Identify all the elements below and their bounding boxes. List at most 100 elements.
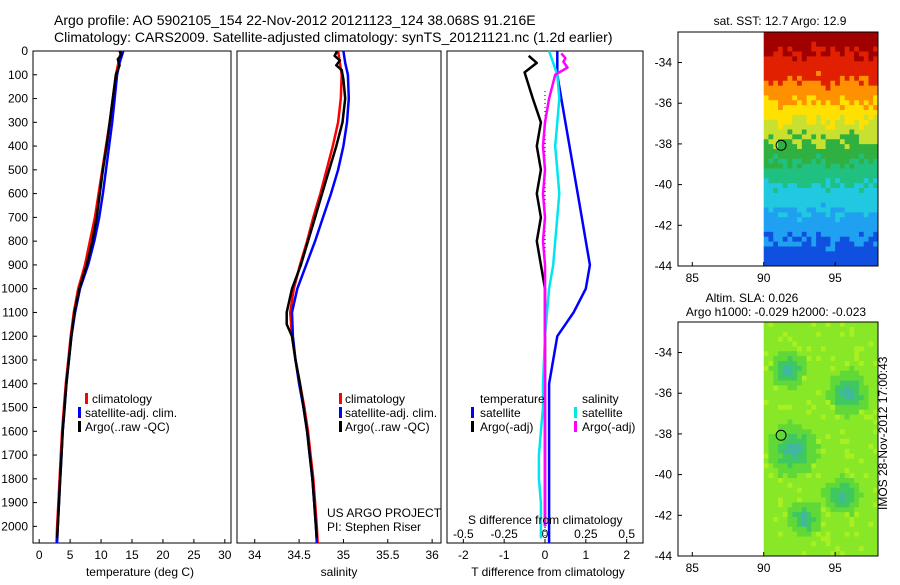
map-cell (816, 375, 822, 381)
map-cell (782, 110, 788, 116)
map-cell (778, 380, 784, 386)
map-cell (839, 390, 846, 396)
map-cell (792, 134, 798, 140)
map-cell (782, 492, 788, 498)
map-cell (873, 114, 879, 121)
map-cell (806, 551, 812, 557)
map-cell (797, 168, 803, 174)
map-cell (858, 46, 865, 52)
map-cell (858, 541, 865, 547)
map-cell (863, 134, 869, 140)
map-cell (763, 163, 769, 169)
map-cell (811, 178, 817, 184)
map-cell (797, 546, 803, 552)
map-cell (858, 453, 865, 459)
map-cell (763, 521, 769, 528)
map-cell (830, 541, 836, 547)
map-cell (868, 251, 874, 257)
map-cell (782, 75, 788, 82)
map-cell (858, 429, 865, 435)
map-cell (801, 361, 807, 367)
legend-title-salinity: salinity (582, 392, 619, 406)
map-cell (825, 41, 831, 48)
map-cell (825, 100, 831, 106)
map-cell (830, 183, 836, 189)
map-cell (868, 434, 874, 440)
map-cell (844, 71, 850, 77)
map-cell (763, 236, 769, 243)
y-tick-label: -36 (655, 96, 673, 110)
map-cell (778, 404, 784, 411)
map-cell (773, 251, 779, 257)
map-cell (844, 231, 850, 238)
map-cell (844, 144, 850, 150)
map-cell (844, 32, 850, 38)
map-cell (801, 56, 807, 62)
map-cell (858, 144, 865, 150)
map-cell (854, 322, 860, 328)
map-cell (858, 473, 865, 479)
map-cell (854, 526, 860, 533)
map-cell (778, 212, 784, 218)
map-cell (811, 395, 817, 401)
map-cell (787, 473, 793, 479)
map-cell (849, 502, 855, 508)
map-cell (820, 110, 827, 116)
map-cell (811, 370, 817, 377)
map-cell (811, 139, 817, 145)
map-cell (844, 380, 850, 386)
map-cell (763, 331, 769, 338)
map-cell (820, 409, 827, 416)
map-cell (849, 400, 855, 406)
map-cell (854, 443, 860, 450)
map-cell (792, 458, 798, 464)
map-cell (854, 380, 860, 386)
map-cell (782, 222, 788, 228)
map-cell (863, 453, 869, 459)
map-cell (854, 385, 860, 391)
map-cell (792, 356, 798, 362)
map-cell (778, 487, 784, 494)
map-cell (830, 546, 836, 552)
map-cell (778, 158, 784, 165)
map-cell (830, 212, 836, 218)
map-cell (835, 351, 841, 357)
map-cell (816, 458, 822, 464)
map-cell (782, 531, 788, 537)
map-cell (768, 385, 774, 391)
map-cell (773, 400, 779, 406)
map-cell (787, 236, 793, 243)
map-cell (830, 80, 836, 87)
map-cell (773, 409, 779, 416)
map-cell (773, 41, 779, 48)
map-cell (844, 541, 850, 547)
map-cell (839, 119, 846, 126)
map-cell (816, 217, 822, 223)
map-cell (839, 375, 846, 381)
map-cell (873, 409, 879, 416)
map-cell (854, 463, 860, 469)
map-cell (849, 212, 855, 218)
map-cell (825, 502, 831, 508)
map-cell (830, 100, 836, 106)
map-cell (830, 326, 836, 333)
map-cell (782, 56, 788, 62)
y-tick-label: 1700 (1, 448, 28, 462)
map-cell (820, 551, 827, 557)
map-cell (825, 463, 831, 469)
map-cell (820, 414, 827, 420)
map-cell (816, 531, 822, 537)
map-cell (820, 375, 827, 381)
map-cell (854, 502, 860, 508)
map-cell (792, 473, 798, 479)
map-cell (806, 251, 812, 257)
map-cell (792, 468, 798, 474)
map-cell (797, 326, 803, 333)
map-cell (830, 502, 836, 508)
top-tick-label: 0.25 (574, 527, 598, 541)
map-cell (844, 188, 850, 194)
map-cell (820, 197, 827, 204)
map-cell (858, 365, 865, 372)
map-cell (835, 95, 841, 101)
map-cell (816, 36, 822, 43)
